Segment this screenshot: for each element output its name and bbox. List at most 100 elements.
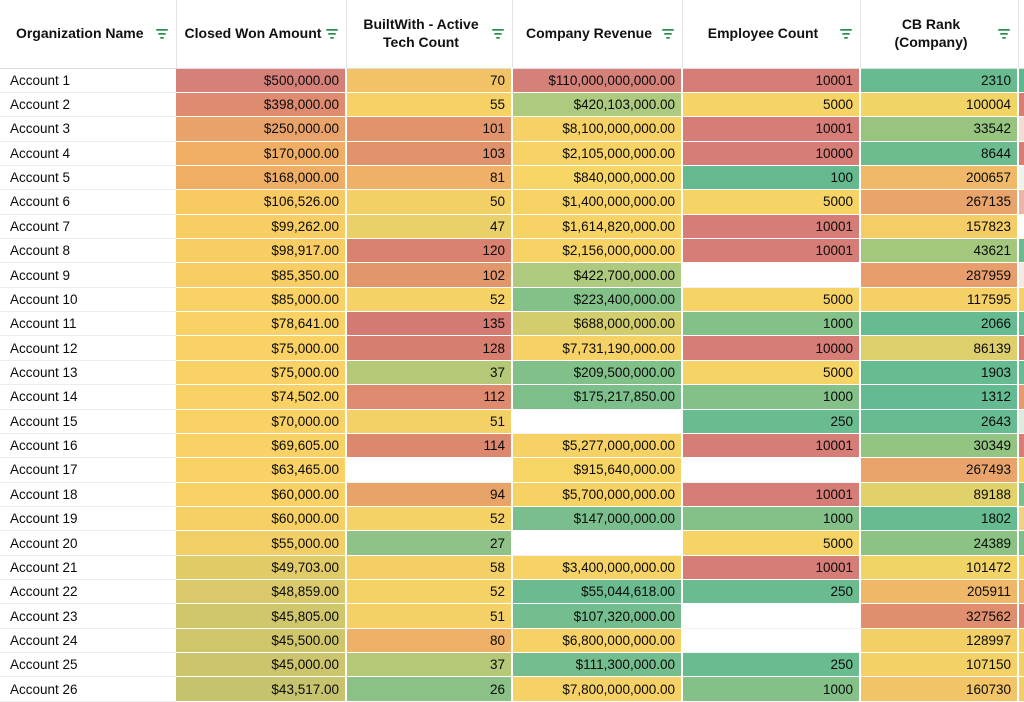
cell-cb-rank[interactable]: 2643: [860, 409, 1019, 434]
cell-employee-count[interactable]: 10001: [682, 116, 861, 142]
cell-organization-name[interactable]: Account 7: [0, 214, 176, 240]
cell-cb-rank[interactable]: 205911: [860, 579, 1019, 605]
cell-closed-won-amount[interactable]: $75,000.00: [176, 335, 347, 361]
cell-organization-name[interactable]: Account 26: [0, 676, 176, 702]
cell-organization-name[interactable]: Account 16: [0, 433, 176, 459]
cell-closed-won-amount[interactable]: $75,000.00: [176, 360, 347, 386]
cell-cb-rank[interactable]: 30349: [860, 433, 1019, 459]
cell-cb-rank[interactable]: 43621: [860, 238, 1019, 264]
cell-builtwith-active-tech-count[interactable]: 128: [346, 335, 513, 361]
cell-closed-won-amount[interactable]: $78,641.00: [176, 311, 347, 337]
cell-cb-rank[interactable]: 2066: [860, 311, 1019, 337]
cell-company-revenue[interactable]: $840,000,000.00: [512, 165, 683, 191]
cell-builtwith-active-tech-count[interactable]: 52: [346, 287, 513, 313]
cell-cb-rank[interactable]: 200657: [860, 165, 1019, 191]
cell-builtwith-active-tech-count[interactable]: 103: [346, 141, 513, 166]
cell-next-column-sliver[interactable]: [1018, 603, 1024, 629]
cell-company-revenue[interactable]: [512, 530, 683, 556]
cell-organization-name[interactable]: Account 8: [0, 238, 176, 264]
cell-cb-rank[interactable]: 2310: [860, 68, 1019, 93]
cell-employee-count[interactable]: 5000: [682, 287, 861, 313]
column-header-organization-name[interactable]: Organization Name: [0, 0, 177, 69]
cell-employee-count[interactable]: 100: [682, 165, 861, 191]
cell-cb-rank[interactable]: 327562: [860, 603, 1019, 629]
cell-closed-won-amount[interactable]: $49,703.00: [176, 555, 347, 581]
cell-cb-rank[interactable]: 8644: [860, 141, 1019, 166]
cell-employee-count[interactable]: 10001: [682, 555, 861, 581]
cell-organization-name[interactable]: Account 3: [0, 116, 176, 142]
cell-builtwith-active-tech-count[interactable]: 120: [346, 238, 513, 264]
cell-closed-won-amount[interactable]: $45,805.00: [176, 603, 347, 629]
cell-company-revenue[interactable]: $422,700,000.00: [512, 262, 683, 288]
cell-company-revenue[interactable]: $8,100,000,000.00: [512, 116, 683, 142]
cell-cb-rank[interactable]: 160730: [860, 676, 1019, 702]
cell-next-column-sliver[interactable]: [1018, 116, 1024, 142]
cell-employee-count[interactable]: 5000: [682, 92, 861, 118]
cell-closed-won-amount[interactable]: $60,000.00: [176, 506, 347, 532]
cell-closed-won-amount[interactable]: $55,000.00: [176, 530, 347, 556]
cell-builtwith-active-tech-count[interactable]: 81: [346, 165, 513, 191]
cell-employee-count[interactable]: 10001: [682, 238, 861, 264]
cell-builtwith-active-tech-count[interactable]: 27: [346, 530, 513, 556]
cell-closed-won-amount[interactable]: $85,350.00: [176, 262, 347, 288]
cell-next-column-sliver[interactable]: [1018, 141, 1024, 166]
cell-closed-won-amount[interactable]: $500,000.00: [176, 68, 347, 93]
cell-builtwith-active-tech-count[interactable]: 37: [346, 360, 513, 386]
cell-builtwith-active-tech-count[interactable]: 135: [346, 311, 513, 337]
cell-cb-rank[interactable]: 117595: [860, 287, 1019, 313]
cell-cb-rank[interactable]: 157823: [860, 214, 1019, 240]
filter-icon[interactable]: [839, 28, 853, 40]
cell-closed-won-amount[interactable]: $170,000.00: [176, 141, 347, 166]
cell-cb-rank[interactable]: 101472: [860, 555, 1019, 581]
cell-builtwith-active-tech-count[interactable]: 52: [346, 506, 513, 532]
cell-cb-rank[interactable]: 89188: [860, 482, 1019, 507]
cell-builtwith-active-tech-count[interactable]: 37: [346, 652, 513, 678]
cell-organization-name[interactable]: Account 25: [0, 652, 176, 678]
cell-organization-name[interactable]: Account 9: [0, 262, 176, 288]
cell-cb-rank[interactable]: 100004: [860, 92, 1019, 118]
cell-next-column-sliver[interactable]: [1018, 214, 1024, 240]
cell-closed-won-amount[interactable]: $98,917.00: [176, 238, 347, 264]
cell-next-column-sliver[interactable]: [1018, 457, 1024, 483]
cell-cb-rank[interactable]: 1802: [860, 506, 1019, 532]
cell-closed-won-amount[interactable]: $43,517.00: [176, 676, 347, 702]
cell-closed-won-amount[interactable]: $48,859.00: [176, 579, 347, 605]
cell-employee-count[interactable]: 250: [682, 409, 861, 434]
cell-builtwith-active-tech-count[interactable]: 58: [346, 555, 513, 581]
cell-next-column-sliver[interactable]: [1018, 676, 1024, 702]
cell-closed-won-amount[interactable]: $106,526.00: [176, 189, 347, 215]
cell-closed-won-amount[interactable]: $45,500.00: [176, 628, 347, 654]
cell-organization-name[interactable]: Account 4: [0, 141, 176, 166]
cell-builtwith-active-tech-count[interactable]: 80: [346, 628, 513, 654]
cell-employee-count[interactable]: 10000: [682, 141, 861, 166]
column-header-company-revenue[interactable]: Company Revenue: [512, 0, 683, 69]
filter-icon[interactable]: [155, 28, 169, 40]
cell-organization-name[interactable]: Account 14: [0, 384, 176, 410]
cell-company-revenue[interactable]: $420,103,000.00: [512, 92, 683, 118]
cell-cb-rank[interactable]: 24389: [860, 530, 1019, 556]
cell-builtwith-active-tech-count[interactable]: 70: [346, 68, 513, 93]
cell-employee-count[interactable]: 10001: [682, 214, 861, 240]
column-header-closed-won-amount[interactable]: Closed Won Amount: [176, 0, 347, 69]
cell-next-column-sliver[interactable]: [1018, 579, 1024, 605]
cell-employee-count[interactable]: [682, 603, 861, 629]
cell-organization-name[interactable]: Account 2: [0, 92, 176, 118]
cell-company-revenue[interactable]: $2,156,000,000.00: [512, 238, 683, 264]
cell-builtwith-active-tech-count[interactable]: 52: [346, 579, 513, 605]
cell-company-revenue[interactable]: $915,640,000.00: [512, 457, 683, 483]
cell-cb-rank[interactable]: 107150: [860, 652, 1019, 678]
cell-next-column-sliver[interactable]: [1018, 530, 1024, 556]
cell-closed-won-amount[interactable]: $74,502.00: [176, 384, 347, 410]
cell-builtwith-active-tech-count[interactable]: 94: [346, 482, 513, 507]
cell-next-column-sliver[interactable]: [1018, 189, 1024, 215]
cell-organization-name[interactable]: Account 6: [0, 189, 176, 215]
cell-closed-won-amount[interactable]: $60,000.00: [176, 482, 347, 507]
cell-organization-name[interactable]: Account 22: [0, 579, 176, 605]
cell-closed-won-amount[interactable]: $168,000.00: [176, 165, 347, 191]
cell-company-revenue[interactable]: $107,320,000.00: [512, 603, 683, 629]
cell-organization-name[interactable]: Account 1: [0, 68, 176, 93]
cell-organization-name[interactable]: Account 13: [0, 360, 176, 386]
cell-builtwith-active-tech-count[interactable]: 26: [346, 676, 513, 702]
cell-employee-count[interactable]: 1000: [682, 311, 861, 337]
cell-organization-name[interactable]: Account 5: [0, 165, 176, 191]
